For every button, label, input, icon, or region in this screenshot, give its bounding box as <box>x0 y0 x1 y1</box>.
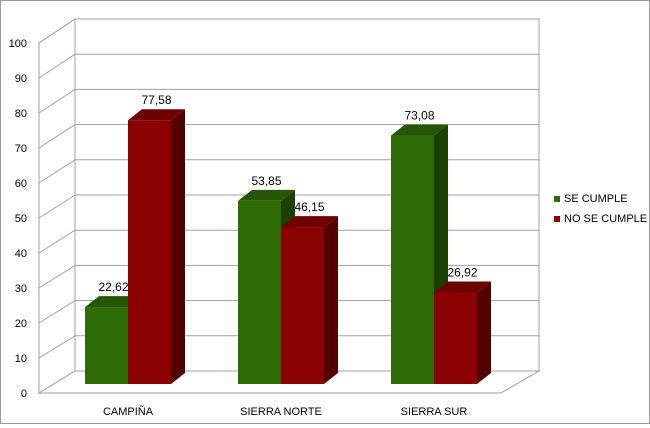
y-tick-label: 90 <box>15 73 27 85</box>
bar-top <box>85 296 142 308</box>
data-label: 77,58 <box>141 93 171 107</box>
bar <box>281 227 324 384</box>
bar-top <box>391 124 448 136</box>
bar <box>391 135 434 384</box>
gridline-diagonal <box>38 300 76 324</box>
data-label: 46,15 <box>294 200 324 214</box>
data-label: 53,85 <box>251 174 281 188</box>
bar <box>434 292 477 384</box>
gridline-diagonal <box>38 194 76 219</box>
y-tick-label: 50 <box>15 213 27 225</box>
bar-top <box>434 281 491 293</box>
bar-side <box>324 216 338 384</box>
y-tick-label: 70 <box>15 143 27 155</box>
bar-top <box>281 216 338 228</box>
y-tick-label: 40 <box>15 248 27 260</box>
gridline-diagonal <box>38 159 76 184</box>
data-label: 22,62 <box>98 280 128 294</box>
gridline-diagonal <box>38 124 76 149</box>
bar-side <box>171 109 185 384</box>
bar <box>85 307 128 384</box>
data-label: 73,08 <box>404 109 434 123</box>
legend-swatch <box>554 196 560 202</box>
x-tick-label: SIERRA NORTE <box>240 406 322 418</box>
gridline-diagonal <box>38 229 76 254</box>
legend-label: SE CUMPLE <box>564 193 628 205</box>
x-tick-label: SIERRA SUR <box>401 406 468 418</box>
legend-swatch <box>554 216 560 222</box>
gridline-diagonal <box>38 18 76 44</box>
bar-top <box>128 109 185 121</box>
legend-label: NO SE CUMPLE <box>564 213 647 225</box>
bar-top <box>238 189 295 201</box>
gridline-diagonal <box>38 53 76 79</box>
bar <box>238 200 281 384</box>
bars <box>85 109 491 384</box>
y-tick-label: 0 <box>21 388 27 400</box>
data-label: 26,92 <box>447 265 477 279</box>
data-labels: 22,62 77,58 53,85 46,15 73,08 26,92 <box>98 93 477 294</box>
y-tick-label: 60 <box>15 178 27 190</box>
y-tick-label: 100 <box>9 38 27 50</box>
gridline-diagonal <box>38 264 76 289</box>
y-tick-label: 30 <box>15 283 27 295</box>
y-tick-label: 80 <box>15 108 27 120</box>
x-tick-label: CAMPIÑA <box>103 405 154 418</box>
y-tick-label: 10 <box>15 353 27 365</box>
legend: SE CUMPLE NO SE CUMPLE <box>554 193 647 225</box>
y-tick-label: 20 <box>15 318 27 330</box>
bar <box>128 120 171 384</box>
bar-side <box>477 281 491 384</box>
y-axis-ticks: 0 10 20 30 40 50 60 70 80 90 100 <box>9 38 27 400</box>
x-axis-ticks: CAMPIÑA SIERRA NORTE SIERRA SUR <box>103 405 467 418</box>
gridline-diagonal <box>38 88 76 114</box>
gridline-diagonal <box>38 335 76 359</box>
